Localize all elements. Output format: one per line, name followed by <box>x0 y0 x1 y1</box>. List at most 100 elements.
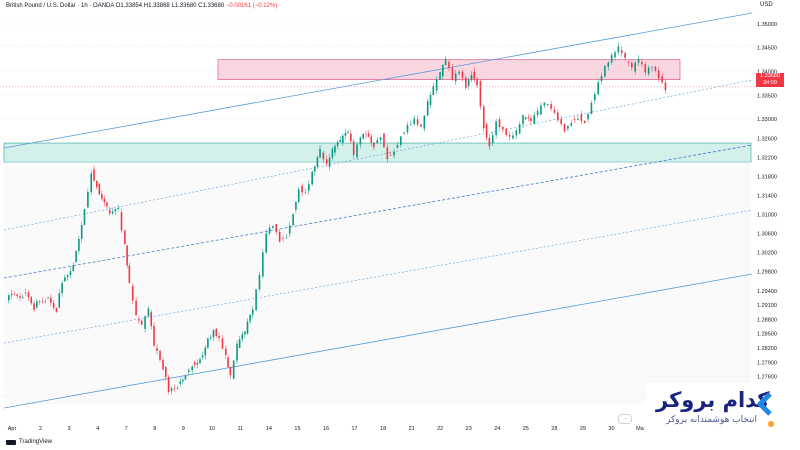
candle-body <box>587 113 589 120</box>
candle-body <box>444 58 447 65</box>
chevron-left-icon <box>757 392 772 416</box>
candle-body <box>624 53 626 58</box>
x-tick-label: 9 <box>182 426 185 432</box>
candle-body <box>610 54 613 63</box>
y-tick-label: 1.27900 <box>757 360 777 366</box>
candle-body <box>272 226 274 228</box>
candle-body <box>654 66 657 71</box>
candle-body <box>64 277 66 282</box>
broker-logo-title: کدام بروکر <box>656 388 770 412</box>
support-zone <box>3 142 752 163</box>
candle-body <box>72 265 75 272</box>
candle-body <box>439 72 441 80</box>
candle-body <box>512 135 514 139</box>
candle-body <box>241 334 244 340</box>
candle-body <box>44 301 47 303</box>
candle-body <box>420 124 422 127</box>
candle-body <box>101 194 103 199</box>
candle-body <box>75 250 77 263</box>
candle-body <box>518 124 521 134</box>
candle-body <box>96 180 98 188</box>
candle-body <box>502 126 504 130</box>
candle-body <box>580 114 583 121</box>
y-tick-label: 1.30600 <box>757 232 777 238</box>
ohlc-low: L1.33680 <box>171 3 197 9</box>
candle-body <box>336 141 339 146</box>
candle-body <box>647 67 650 74</box>
candle-body <box>103 198 106 203</box>
x-tick-label: 22 <box>437 426 443 432</box>
ohlc-close: C1.33680 <box>198 3 225 9</box>
lower-band <box>4 162 751 404</box>
candle-body <box>212 330 215 338</box>
candle-body <box>563 123 566 132</box>
timezone-icon[interactable]: ◔ <box>618 414 632 424</box>
candle-body <box>627 62 630 63</box>
candle-body <box>664 82 667 91</box>
y-tick-label: 1.31800 <box>757 174 777 180</box>
time-axis: Apr 2 3 4 7 8 9 10 11 14 15 16 17 18 21 22 23 24 25 28 29 30 M… <box>8 426 645 432</box>
candle-body <box>69 271 72 276</box>
y-tick-label: 1.29400 <box>757 289 777 295</box>
y-tick-label: 1.31000 <box>757 213 777 219</box>
channel-upper-mid-line <box>3 79 753 231</box>
candle-body <box>8 295 10 301</box>
ohlc-high: H1.33868 <box>143 3 170 9</box>
candle-body <box>41 300 44 302</box>
candle-body <box>386 147 389 160</box>
candle-body <box>617 46 620 53</box>
candle-body <box>403 132 405 134</box>
candle-body <box>19 296 21 298</box>
candle-body <box>485 123 488 138</box>
candle-body <box>567 125 569 129</box>
candle-body <box>301 185 303 193</box>
x-tick-label: 8 <box>153 426 156 432</box>
candle-body <box>135 300 137 316</box>
candle-body <box>80 224 83 239</box>
candle-body <box>661 76 663 83</box>
y-tick-label: 1.29800 <box>757 270 777 276</box>
candle-body <box>106 202 108 207</box>
candle-body <box>238 339 241 348</box>
candle-body <box>533 115 536 124</box>
candle-body <box>232 360 235 379</box>
candle-body <box>396 144 399 148</box>
candle-body <box>61 283 63 294</box>
candle-body <box>126 245 128 266</box>
candle-body <box>108 209 111 214</box>
candle-body <box>614 52 616 58</box>
candle-body <box>644 64 647 73</box>
candle-body <box>244 331 246 335</box>
logo-dot-icon <box>768 421 774 427</box>
candle-body <box>167 376 170 392</box>
symbol-title: British Pound / U.S. Dollar · 1h · OANDA <box>6 3 115 9</box>
candle-body <box>147 308 150 317</box>
x-tick-label: Apr <box>8 426 17 432</box>
candle-body <box>365 133 367 135</box>
candle-body <box>359 137 362 145</box>
candle-body <box>451 67 454 80</box>
ohlc-change: −0.00161 (−0.12%) <box>225 3 278 9</box>
candle-body <box>657 70 660 79</box>
candle-body <box>570 123 573 126</box>
candle-body <box>90 173 93 193</box>
candle-body <box>165 367 167 377</box>
y-tick-label: 1.28800 <box>757 317 777 323</box>
candle-body <box>229 366 232 376</box>
candle-body <box>58 293 61 308</box>
candle-body <box>30 297 33 304</box>
candle-body <box>207 338 209 348</box>
current-price: 1.33680 <box>760 73 780 79</box>
candle-body <box>150 312 153 326</box>
candle-body <box>201 355 204 358</box>
candle-body <box>144 316 146 329</box>
candle-body <box>508 134 511 137</box>
candle-body <box>13 293 16 295</box>
candle-body <box>36 301 38 308</box>
tradingview-brand[interactable]: TradingView <box>6 439 52 445</box>
candle-body <box>393 151 395 156</box>
candle-body <box>476 78 478 86</box>
candle-body <box>530 118 532 122</box>
currency-label: USD <box>760 2 773 8</box>
